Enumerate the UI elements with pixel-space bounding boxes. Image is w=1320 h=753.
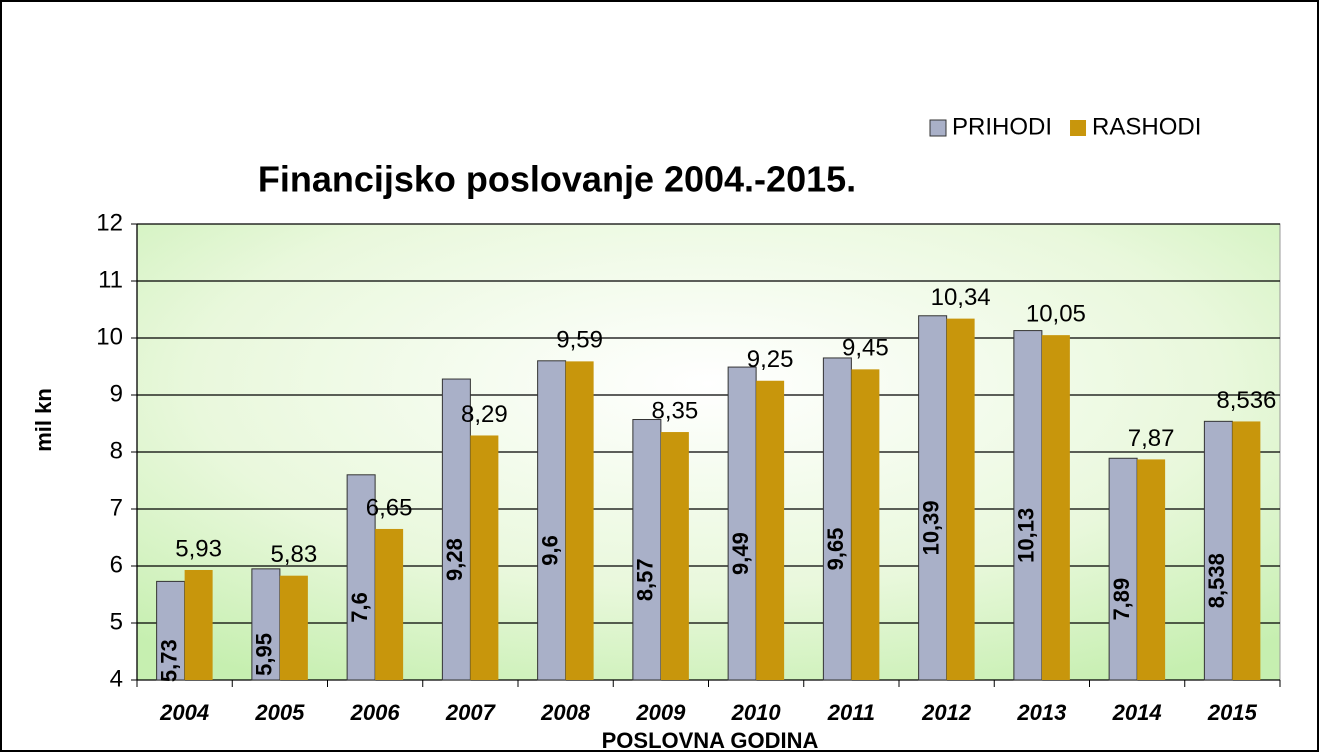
y-tick-label: 9 <box>110 380 123 407</box>
x-tick-label: 2015 <box>1207 700 1258 725</box>
legend-label: RASHODI <box>1092 113 1201 140</box>
value-label: 9,49 <box>728 532 753 575</box>
value-label: 7,89 <box>1109 578 1134 621</box>
y-tick-label: 7 <box>110 494 123 521</box>
value-label: 7,6 <box>347 592 372 623</box>
y-tick-label: 12 <box>96 209 123 236</box>
value-label: 5,73 <box>156 639 181 682</box>
bar <box>851 369 880 680</box>
bar <box>441 378 471 681</box>
bar <box>660 432 689 680</box>
bar <box>375 528 404 680</box>
bar <box>470 435 499 680</box>
value-label: 8,57 <box>633 558 658 601</box>
value-label: 9,28 <box>442 538 467 581</box>
value-label: 6,65 <box>366 494 413 521</box>
y-tick-label: 8 <box>110 437 123 464</box>
bar <box>1203 420 1233 681</box>
bar <box>946 318 975 680</box>
x-tick-label: 2004 <box>159 700 209 725</box>
legend-swatch <box>929 119 947 137</box>
y-tick-label: 10 <box>96 323 123 350</box>
value-label: 8,536 <box>1216 387 1276 414</box>
y-tick-label: 4 <box>110 665 123 692</box>
value-label: 10,34 <box>931 284 991 311</box>
y-tick-label: 5 <box>110 608 123 635</box>
x-tick-label: 2008 <box>540 700 591 725</box>
y-axis-title: mil kn <box>31 388 56 452</box>
bar <box>918 315 948 681</box>
legend-swatch <box>1070 120 1087 136</box>
bar <box>1041 335 1070 680</box>
chart-title: Financijsko poslovanje 2004.-2015. <box>258 159 856 200</box>
bar <box>346 474 376 681</box>
bar <box>537 360 567 681</box>
value-label: 9,45 <box>842 335 889 362</box>
x-tick-label: 2006 <box>350 700 401 725</box>
bar <box>1013 330 1043 681</box>
bar <box>1232 421 1261 680</box>
value-label: 10,39 <box>918 500 943 555</box>
x-tick-label: 2013 <box>1016 700 1066 725</box>
bar <box>565 361 594 680</box>
value-label: 10,05 <box>1026 300 1086 327</box>
x-tick-label: 2010 <box>731 700 782 725</box>
bar <box>727 366 757 681</box>
bar <box>251 568 281 681</box>
x-tick-label: 2012 <box>921 700 972 725</box>
bar <box>1108 457 1138 681</box>
y-tick-label: 6 <box>110 551 123 578</box>
value-label: 5,93 <box>175 535 222 562</box>
bar <box>632 419 662 681</box>
value-label: 8,35 <box>652 397 699 424</box>
bar <box>1137 459 1166 680</box>
y-tick-label: 11 <box>98 266 123 293</box>
value-label: 9,6 <box>537 535 562 566</box>
x-tick-label: 2014 <box>1112 700 1162 725</box>
value-label: 7,87 <box>1128 425 1175 452</box>
bar <box>184 569 213 680</box>
x-tick-label: 2009 <box>635 700 686 725</box>
bar <box>279 575 308 680</box>
x-tick-label: 2011 <box>827 700 875 725</box>
x-tick-label: 2007 <box>445 700 497 725</box>
bar <box>756 380 785 680</box>
value-label: 8,29 <box>461 401 508 428</box>
value-label: 5,83 <box>271 541 318 568</box>
bar <box>822 357 852 681</box>
x-tick-label: 2005 <box>254 700 305 725</box>
value-label: 8,538 <box>1204 553 1229 608</box>
x-axis-title: POSLOVNA GODINA <box>602 728 819 753</box>
value-label: 10,13 <box>1014 508 1039 563</box>
value-label: 9,59 <box>556 327 603 354</box>
value-label: 9,65 <box>823 528 848 571</box>
bar <box>156 580 186 681</box>
legend-label: PRIHODI <box>952 113 1052 140</box>
value-label: 9,25 <box>747 346 794 373</box>
value-label: 5,95 <box>252 633 277 676</box>
